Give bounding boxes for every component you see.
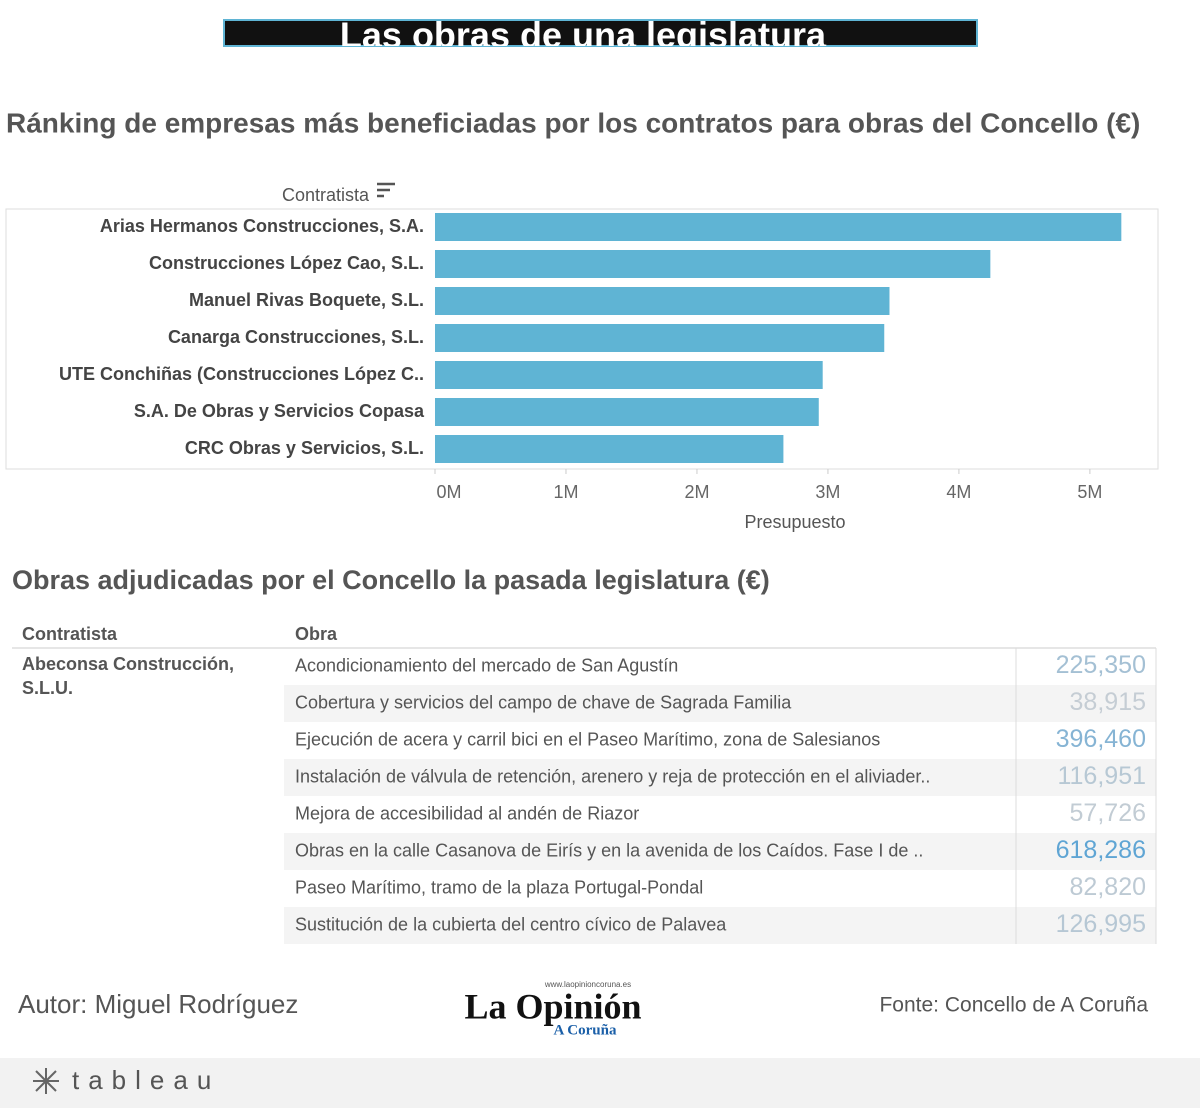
bar	[435, 213, 1122, 241]
cell-obra: Acondicionamiento del mercado de San Agu…	[295, 655, 678, 675]
bar	[435, 435, 784, 463]
cell-obra: Sustitución de la cubierta del centro cí…	[295, 914, 727, 934]
bar	[435, 250, 991, 278]
logo-url: www.laopinioncoruna.es	[544, 980, 631, 989]
cell-value: 396,460	[1056, 725, 1146, 753]
cell-obra: Ejecución de acera y carril bici en el P…	[295, 729, 880, 749]
x-tick-label: 3M	[815, 482, 840, 502]
y-tick-label: Construcciones López Cao, S.L.	[149, 253, 424, 273]
row-band	[284, 759, 1156, 796]
cell-value: 38,915	[1070, 688, 1146, 716]
cell-value: 57,726	[1070, 799, 1146, 827]
cell-obra: Paseo Marítimo, tramo de la plaza Portug…	[295, 877, 703, 897]
logo-name: La Opinión	[464, 986, 641, 1026]
page-title: Las obras de una legislatura	[340, 15, 827, 56]
chart-frame	[5, 208, 1159, 470]
column-header: Obra	[295, 624, 338, 644]
cell-value: 618,286	[1056, 836, 1146, 864]
x-tick-label: 2M	[684, 482, 709, 502]
cell-value: 82,820	[1070, 873, 1146, 901]
sort-icon[interactable]	[377, 182, 395, 198]
y-tick-label: CRC Obras y Servicios, S.L.	[185, 438, 424, 458]
y-tick-label: Arias Hermanos Construcciones, S.A.	[100, 216, 424, 236]
source: Fonte: Concello de A Coruña	[879, 994, 1148, 1017]
contractor: Abeconsa Construcción, S.L.U.	[22, 654, 235, 698]
cell-obra: Instalación de válvula de retención, are…	[295, 766, 930, 786]
cell-obra: Obras en la calle Casanova de Eirís y en…	[295, 840, 923, 860]
bar	[435, 287, 890, 315]
author: Autor: Miguel Rodríguez	[18, 989, 298, 1019]
cell-obra: Mejora de accesibilidad al andén de Riaz…	[295, 803, 639, 823]
cell-value: 225,350	[1056, 651, 1146, 679]
cell-value: 116,951	[1057, 762, 1146, 790]
row-band	[284, 685, 1156, 722]
row-band	[284, 907, 1156, 944]
title-bar	[223, 19, 978, 47]
chart-title: Ránking de empresas más beneficiadas por…	[6, 107, 1140, 138]
row-band	[284, 833, 1156, 870]
x-tick-label: 5M	[1077, 482, 1102, 502]
x-tick-label: 4M	[946, 482, 971, 502]
y-tick-label: Canarga Construcciones, S.L.	[168, 327, 424, 347]
cell-value: 126,995	[1056, 910, 1146, 938]
logo-city: A Coruña	[554, 1022, 617, 1038]
bar	[435, 398, 819, 426]
toolbar	[0, 1058, 1200, 1108]
column-header: Contratista	[22, 624, 118, 644]
y-tick-label: S.A. De Obras y Servicios Copasa	[134, 401, 425, 421]
tableau-icon[interactable]	[33, 1068, 59, 1094]
cell-obra: Cobertura y servicios del campo de chave…	[295, 692, 792, 712]
y-tick-label: UTE Conchiñas (Construcciones López C..	[59, 364, 424, 384]
contractor-cell: Abeconsa Construcción, S.L.U.	[22, 654, 235, 698]
y-axis-title: Contratista	[282, 185, 370, 205]
table-title: Obras adjudicadas por el Concello la pas…	[12, 565, 770, 595]
brand[interactable]: tableau	[72, 1065, 220, 1095]
bar	[435, 361, 823, 389]
x-tick-label: 1M	[553, 482, 578, 502]
bar	[435, 324, 885, 352]
x-axis-title: Presupuesto	[744, 512, 845, 532]
x-tick-label: 0M	[436, 482, 461, 502]
y-tick-label: Manuel Rivas Boquete, S.L.	[189, 290, 424, 310]
